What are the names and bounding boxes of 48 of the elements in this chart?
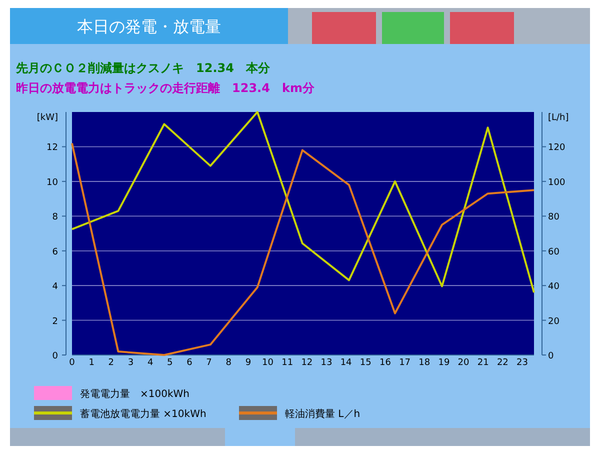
x-tick-label: 4	[147, 358, 154, 368]
x-tick-label: 10	[262, 358, 274, 368]
y-tick-label: 4	[52, 282, 58, 292]
x-tick-label: 21	[477, 358, 489, 368]
y2-tick-label: 60	[548, 247, 560, 258]
y-tick-label: 12	[46, 143, 58, 154]
y-tick-label: 8	[52, 212, 58, 223]
x-tick-label: 15	[360, 358, 372, 368]
x-tick-label: 1	[88, 358, 94, 368]
x-tick-label: 17	[399, 358, 411, 368]
y2-tick-label: 120	[548, 143, 566, 154]
x-tick-label: 7	[206, 358, 212, 368]
x-tick-label: 3	[128, 358, 134, 368]
legend-label: 蓄電池放電電力量 ×10kWh	[80, 408, 206, 420]
y2-tick-label: 20	[548, 316, 560, 327]
y2-tick-label: 100	[548, 178, 566, 188]
x-tick-label: 16	[379, 358, 392, 368]
x-tick-label: 18	[418, 358, 430, 368]
x-tick-label: 20	[458, 358, 470, 368]
x-tick-label: 2	[108, 358, 114, 368]
legend-label: 発電電力量 ×100kWh	[80, 388, 190, 400]
y2-tick-label: 80	[548, 212, 560, 223]
text: 先月のＣＯ２削減量はクスノキ 12.34 本分	[15, 61, 271, 75]
x-tick-label: 6	[186, 358, 193, 368]
y-tick-label: 10	[46, 178, 58, 188]
x-tick-label: 12	[301, 358, 313, 368]
y-axis-title: [kW]	[36, 113, 58, 123]
text: 昨日の放電電力はトラックの走行距離 123.4 km分	[16, 81, 316, 95]
legend-label: 軽油消費量 L／h	[285, 408, 360, 420]
x-tick-label: 13	[320, 358, 332, 368]
x-tick-label: 0	[69, 358, 76, 368]
line-series	[71, 142, 535, 356]
x-tick-label: 5	[167, 358, 173, 368]
y-tick-label: 0	[52, 352, 58, 362]
y2-axis-title: [L/h]	[548, 113, 569, 123]
y2-tick-label: 40	[548, 282, 560, 292]
x-tick-label: 11	[282, 358, 294, 368]
x-tick-label: 22	[496, 358, 508, 368]
x-tick-label: 9	[245, 358, 252, 368]
x-tick-label: 8	[226, 358, 232, 368]
x-tick-label: 19	[438, 358, 450, 368]
chart-title: 本日の発電・放電量	[77, 17, 221, 36]
x-tick-label: 23	[516, 358, 528, 368]
y-tick-label: 6	[52, 247, 58, 258]
y-tick-label: 2	[52, 316, 58, 327]
y2-tick-label: 0	[548, 352, 554, 362]
line-series	[71, 111, 535, 294]
x-tick-label: 14	[340, 358, 352, 368]
